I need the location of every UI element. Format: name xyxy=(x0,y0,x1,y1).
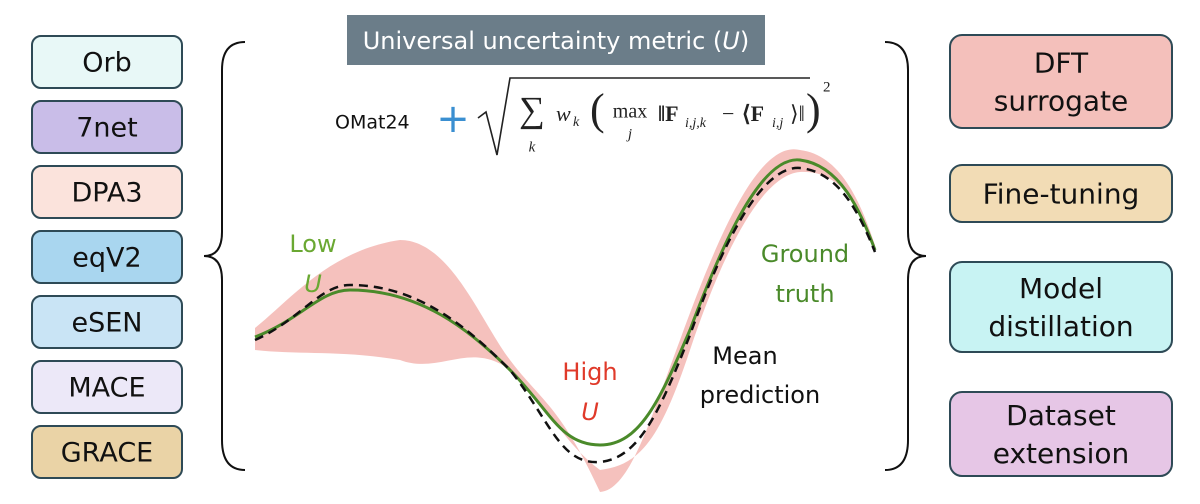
model-label: MACE xyxy=(68,373,145,404)
model-box xyxy=(31,360,183,414)
annotation: High xyxy=(562,358,617,386)
annotation: Low xyxy=(289,230,336,258)
model-label: eSEN xyxy=(71,308,142,339)
model-label: 7net xyxy=(76,113,138,144)
formula: ) xyxy=(806,85,821,134)
model-box xyxy=(31,425,183,479)
annotation: Mean xyxy=(712,342,777,370)
application-box xyxy=(949,261,1173,353)
left-brace xyxy=(203,41,246,471)
formula: j xyxy=(626,126,632,142)
model-box xyxy=(31,230,183,284)
model-box xyxy=(31,295,183,349)
plus: + xyxy=(436,96,470,142)
model-box xyxy=(31,100,183,154)
annotation: truth xyxy=(775,280,834,308)
model-box xyxy=(31,35,183,89)
application-label: Fine-tuning xyxy=(983,178,1140,211)
application-label: extension xyxy=(993,437,1130,470)
mean-prediction-curve xyxy=(254,166,877,464)
formula: − xyxy=(722,101,734,126)
uncertainty-band xyxy=(255,149,875,492)
ground-truth-curve xyxy=(254,158,877,447)
formula: k xyxy=(529,139,536,155)
model-label: DPA3 xyxy=(72,178,143,209)
formula: max xyxy=(613,101,647,123)
radical xyxy=(477,77,810,156)
formula: ⟩‖ xyxy=(790,101,805,126)
application-label: Dataset xyxy=(1006,399,1116,432)
application-box xyxy=(949,164,1173,223)
annotation: U xyxy=(304,270,322,298)
formula: ‖F xyxy=(658,101,679,126)
annotation: U xyxy=(581,398,599,426)
formula: i,j xyxy=(772,116,783,131)
title-text: Universal uncertainty metric ( xyxy=(363,27,723,55)
title-box xyxy=(347,15,765,65)
formula: ∑ xyxy=(519,89,545,129)
right-brace xyxy=(884,41,927,471)
application-box xyxy=(949,34,1173,129)
application-box xyxy=(949,391,1173,477)
model-label: Orb xyxy=(82,48,132,79)
formula: i,j,k xyxy=(685,116,707,131)
title-symbol: U xyxy=(722,27,740,55)
annotation: Ground xyxy=(761,240,849,268)
formula: 2 xyxy=(823,79,831,95)
application-label: distillation xyxy=(988,310,1133,343)
application-label: surrogate xyxy=(994,85,1129,118)
model-label: eqV2 xyxy=(72,243,141,274)
model-label: GRACE xyxy=(61,438,154,469)
formula: w xyxy=(556,101,571,126)
title: Universal uncertainty metric (U) xyxy=(363,27,750,55)
application-label: DFT xyxy=(1034,47,1089,80)
title-text: ) xyxy=(740,27,749,55)
formula: ⟨F xyxy=(742,101,764,126)
dataset: OMat24 xyxy=(335,112,410,134)
formula: ( xyxy=(590,85,605,134)
formula: k xyxy=(573,115,580,130)
annotation: prediction xyxy=(700,381,820,409)
application-label: Model xyxy=(1019,272,1103,305)
model-box xyxy=(31,165,183,219)
